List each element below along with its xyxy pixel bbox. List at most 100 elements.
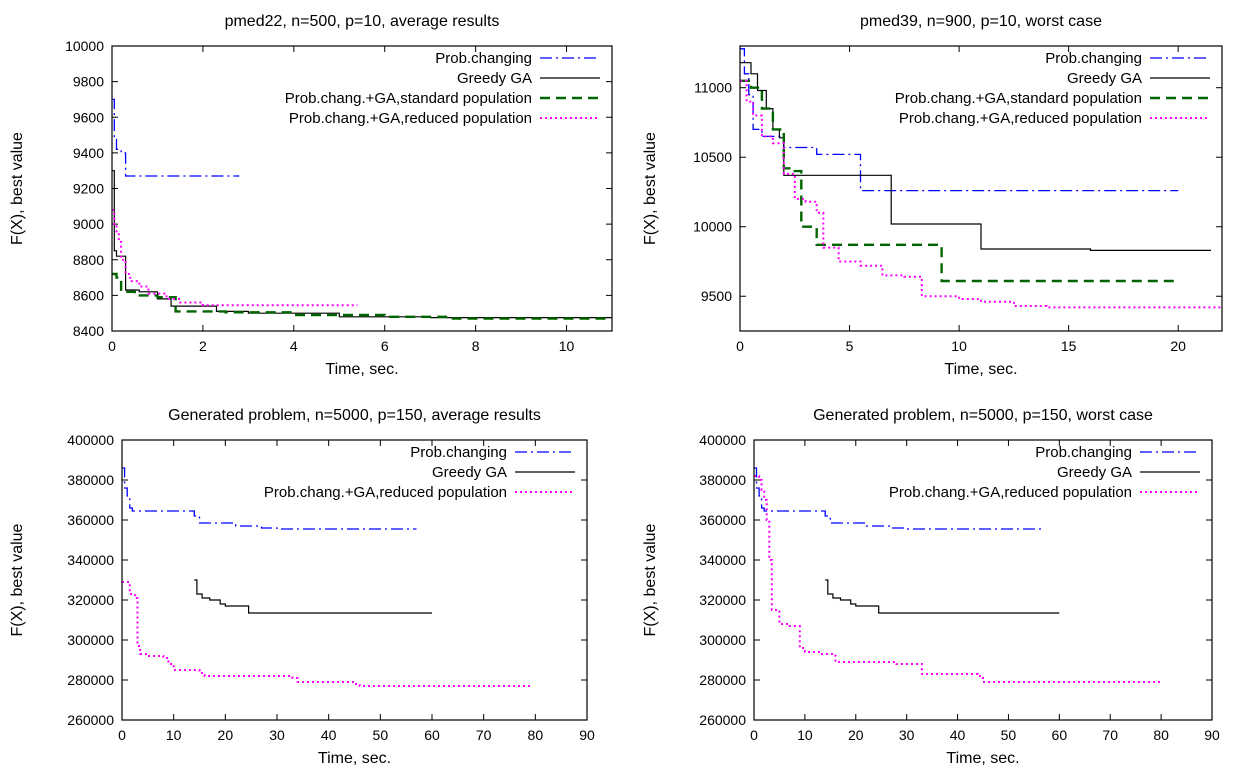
x-tick-label: 60	[1052, 727, 1068, 743]
y-tick-label: 9200	[73, 181, 104, 197]
chart-panel-1: pmed22, n=500, p=10, average results Time…	[9, 13, 613, 378]
y-axis-label: F(X), best value	[9, 523, 26, 636]
x-tick-label: 50	[373, 727, 389, 743]
x-tick-label: 10	[951, 338, 967, 354]
x-tick-label: 6	[381, 338, 389, 354]
x-tick-label: 70	[1102, 727, 1118, 743]
y-tick-label: 8600	[73, 287, 104, 303]
x-tick-label: 90	[1204, 727, 1220, 743]
x-tick-label: 30	[899, 727, 915, 743]
x-tick-label: 40	[321, 727, 337, 743]
y-tick-label: 8800	[73, 252, 104, 268]
legend-label: Prob.chang.+GA,reduced population	[264, 484, 507, 501]
x-tick-label: 0	[736, 338, 744, 354]
legend-label: Prob.chang.+GA,standard population	[895, 90, 1142, 107]
chart-title: Generated problem, n=5000, p=150, worst …	[813, 407, 1153, 424]
series-line-2	[112, 170, 612, 319]
y-tick-label: 11000	[694, 80, 732, 96]
legend-label: Greedy GA	[1067, 70, 1142, 87]
x-tick-label: 60	[424, 727, 440, 743]
x-tick-label: 80	[1153, 727, 1169, 743]
x-tick-label: 2	[199, 338, 207, 354]
y-axis-label: F(X), best value	[9, 132, 26, 245]
y-tick-label: 380000	[67, 472, 114, 488]
legend-label: Greedy GA	[1057, 464, 1132, 481]
legend-label: Greedy GA	[432, 464, 507, 481]
y-tick-label: 400000	[699, 432, 746, 448]
y-axis-label: F(X), best value	[642, 523, 659, 636]
y-tick-label: 9000	[73, 216, 104, 232]
series-line-1	[112, 98, 240, 177]
chart-panel-4: Generated problem, n=5000, p=150, worst …	[642, 407, 1220, 767]
y-tick-label: 320000	[67, 592, 114, 608]
series-line-2	[740, 62, 1211, 251]
y-tick-label: 400000	[67, 432, 114, 448]
y-tick-label: 260000	[699, 712, 746, 728]
y-tick-label: 9600	[73, 109, 104, 125]
x-tick-label: 40	[950, 727, 966, 743]
series-line-2	[194, 579, 432, 614]
series-line-4	[112, 208, 358, 307]
y-axis-label: F(X), best value	[642, 132, 659, 245]
x-tick-label: 4	[290, 338, 298, 354]
x-tick-label: 90	[579, 727, 595, 743]
x-tick-label: 8	[472, 338, 480, 354]
y-tick-label: 280000	[699, 672, 746, 688]
y-tick-label: 360000	[699, 512, 746, 528]
legend-label: Prob.chang.+GA,reduced population	[289, 110, 532, 127]
y-tick-label: 360000	[67, 512, 114, 528]
y-tick-label: 9400	[73, 145, 104, 161]
y-tick-label: 9500	[701, 288, 732, 304]
chart-panel-3: Generated problem, n=5000, p=150, averag…	[9, 407, 595, 767]
series-line-3	[112, 272, 612, 320]
series-line-1	[740, 48, 1179, 192]
y-tick-label: 10000	[693, 219, 732, 235]
y-tick-label: 300000	[67, 632, 114, 648]
y-tick-label: 280000	[67, 672, 114, 688]
x-tick-label: 10	[559, 338, 575, 354]
y-tick-label: 340000	[67, 552, 114, 568]
x-tick-label: 50	[1001, 727, 1017, 743]
chart-title: Generated problem, n=5000, p=150, averag…	[168, 407, 541, 424]
plot-frame	[739, 45, 1223, 332]
x-tick-label: 30	[269, 727, 285, 743]
x-tick-label: 20	[218, 727, 234, 743]
legend-label: Prob.changing	[410, 444, 507, 461]
plot-frame	[111, 45, 613, 332]
series-line-1	[122, 467, 417, 530]
chart-panel-2: pmed39, n=900, p=10, worst case Time, sec…	[642, 13, 1223, 378]
legend-label: Prob.changing	[1035, 444, 1132, 461]
y-tick-label: 10500	[693, 149, 732, 165]
y-tick-label: 260000	[67, 712, 114, 728]
x-tick-label: 70	[476, 727, 492, 743]
chart-title: pmed22, n=500, p=10, average results	[225, 13, 500, 30]
legend-label: Prob.chang.+GA,reduced population	[889, 484, 1132, 501]
legend-label: Prob.chang.+GA,standard population	[285, 90, 532, 107]
x-tick-label: 0	[118, 727, 126, 743]
y-tick-label: 320000	[699, 592, 746, 608]
y-tick-label: 8400	[73, 323, 104, 339]
x-tick-label: 15	[1061, 338, 1077, 354]
x-tick-label: 20	[848, 727, 864, 743]
x-tick-label: 10	[797, 727, 813, 743]
plot-frame	[753, 439, 1213, 721]
y-tick-label: 9800	[73, 74, 104, 90]
x-tick-label: 5	[846, 338, 854, 354]
plot-frame	[121, 439, 588, 721]
x-tick-label: 10	[166, 727, 182, 743]
x-axis-label: Time, sec.	[946, 750, 1019, 767]
y-tick-label: 10000	[65, 38, 104, 54]
x-tick-label: 80	[528, 727, 544, 743]
series-line-4	[740, 79, 1222, 309]
x-axis-label: Time, sec.	[944, 361, 1017, 378]
legend-label: Prob.chang.+GA,reduced population	[899, 110, 1142, 127]
x-tick-label: 0	[108, 338, 116, 354]
x-tick-label: 0	[750, 727, 758, 743]
y-tick-label: 340000	[699, 552, 746, 568]
y-tick-label: 300000	[699, 632, 746, 648]
x-tick-label: 20	[1170, 338, 1186, 354]
chart-title: pmed39, n=900, p=10, worst case	[860, 13, 1102, 30]
series-line-2	[825, 579, 1060, 614]
